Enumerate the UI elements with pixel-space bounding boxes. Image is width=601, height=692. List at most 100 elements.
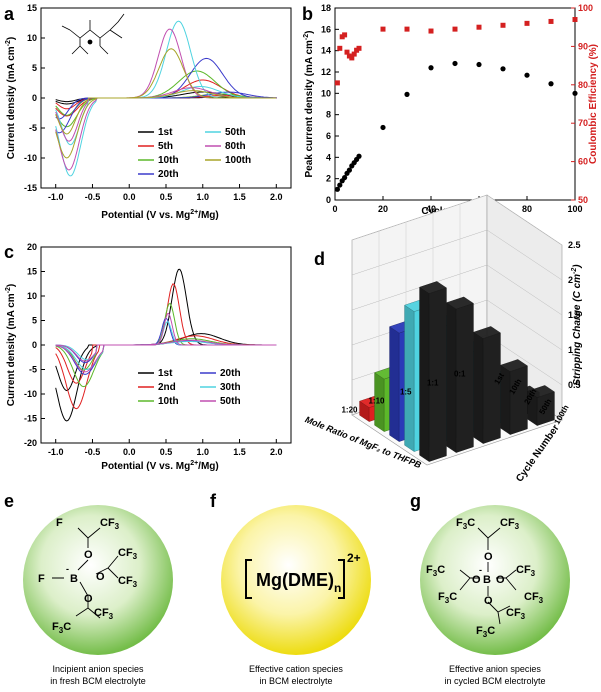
y-tick-label: 2	[326, 174, 331, 184]
y-tick-label: 6	[326, 131, 331, 141]
cv-curve-50th	[55, 312, 277, 373]
scheme-f-label: f	[210, 491, 217, 511]
panel-c-legend: 1st 2nd 10th 20th 30th 50th	[138, 368, 241, 407]
peak-current-point	[404, 91, 410, 97]
z-grid	[351, 229, 488, 276]
x-tick-label: 80	[522, 204, 532, 214]
g-o-bottom: O	[484, 595, 493, 607]
chem-o: O	[84, 549, 93, 561]
scheme-g-structure: F3C CF3 O B - O O F3C F3C CF3 CF3 O CF3 …	[426, 517, 544, 639]
y-right-tick-label: 90	[578, 41, 588, 51]
coulombic-efficiency-point	[428, 28, 434, 34]
bar-face	[419, 286, 430, 462]
g-b: B	[483, 574, 491, 586]
z-grid	[486, 194, 563, 246]
chem-o3: O	[84, 593, 93, 605]
legend-label: 20th	[158, 169, 179, 180]
y-tick-label: 15	[27, 3, 37, 13]
legend-label: 2nd	[158, 382, 176, 393]
bar-face	[473, 331, 484, 444]
peak-current-point	[346, 167, 352, 173]
legend-label: 10th	[158, 155, 179, 166]
z-tick-label: 2.5	[568, 240, 581, 250]
x-tick-label: 0.5	[160, 447, 173, 457]
panel-b-series	[334, 17, 578, 192]
panel-a-cv-plot: a -1.0 -0.5 0.0 0.5 1.0 1.5 2.0-15-10-5051015 …	[4, 3, 292, 221]
coulombic-efficiency-point	[349, 55, 355, 61]
g-o-top: O	[484, 551, 493, 563]
g-f3c-bottom: F3C	[476, 625, 495, 639]
y-tick-label: -5	[29, 123, 37, 133]
coulombic-efficiency-point	[500, 22, 506, 28]
scheme-g-sphere	[420, 505, 570, 655]
peak-current-point	[452, 60, 458, 67]
chem-f: F	[38, 573, 45, 585]
panel-d-3d-bar-chart: d 0.511.522.51:201:101:51:10:1 1st 10th20t…	[304, 194, 583, 484]
panel-c-ticks: -1.0 -0.5 0.0 0.5 1.0 1.5 2.0 -20 -15 -10 -5 0 5 10 15…	[24, 242, 283, 457]
coulombic-efficiency-point	[334, 80, 340, 86]
y-tick-label: -5	[29, 365, 37, 375]
z-grid	[351, 194, 488, 241]
y-tick-label: 14	[321, 46, 331, 56]
coulombic-efficiency-point	[380, 26, 386, 32]
x-tick-label: 1.0	[197, 447, 210, 457]
x-tick-label: 2.0	[270, 447, 283, 457]
peak-current-point	[548, 81, 554, 87]
panel-b-label: b	[302, 4, 313, 24]
scheme-f-sphere	[221, 505, 371, 655]
category-label: 0:1	[454, 370, 466, 379]
bar-face	[428, 287, 447, 462]
scheme-e: e F CF3 O CF3 CF3 F B - O O CF3 F3C Inci…	[4, 491, 173, 686]
bar-top	[419, 281, 447, 294]
panel-d-label: d	[314, 249, 325, 269]
cv-curve-100th	[55, 48, 277, 159]
x-tick-label: 1.5	[233, 447, 246, 457]
y-tick-label: 8	[326, 110, 331, 120]
peak-current-point	[334, 186, 340, 192]
legend-label: 50th	[225, 127, 246, 138]
y-tick-label: 20	[27, 242, 37, 252]
g-f3c-top: F3C	[456, 517, 475, 531]
x-tick-label: 0	[332, 204, 337, 214]
chem-minus: -	[66, 564, 69, 574]
y-tick-label: 0	[326, 195, 331, 205]
panel-a-xlabel: Potential (V vs. Mg2+/Mg)	[101, 209, 218, 221]
scheme-f-caption-2: in BCM electrolyte	[259, 676, 332, 686]
x-tick-label: -0.5	[85, 192, 101, 202]
panel-c-ylabel: Current density (mA cm-2)	[5, 284, 17, 407]
panel-a-ylabel: Current density (mA cm-2)	[5, 37, 17, 160]
peak-current-point	[572, 90, 578, 96]
coulombic-efficiency-point	[476, 24, 482, 30]
y-right-tick-label: 70	[578, 118, 588, 128]
legend-label: 30th	[220, 382, 241, 393]
scheme-g-caption-1: Effective anion species	[449, 664, 541, 674]
coulombic-efficiency-point	[356, 45, 362, 51]
panel-d-zlabel: Stripping Charge (C cm-2)	[571, 264, 583, 386]
y-tick-label: 5	[32, 316, 37, 326]
legend-label: 1st	[158, 127, 173, 138]
y-tick-label: 4	[326, 152, 331, 162]
coulombic-efficiency-point	[337, 45, 343, 51]
panel-c-cv-plot: c -1.0 -0.5 0.0 0.5 1.0 1.5 2.0 -20 -15 -10 -5 0 5 10…	[4, 242, 292, 472]
peak-current-point	[524, 72, 530, 78]
peak-current-point	[428, 65, 434, 71]
scheme-e-sphere	[23, 505, 173, 655]
legend-label: 80th	[225, 141, 246, 152]
y-tick-label: 0	[32, 93, 37, 103]
chem-b: B	[70, 573, 78, 585]
z-grid	[486, 264, 563, 316]
peak-current-point	[380, 124, 386, 131]
panel-c-series	[55, 268, 277, 422]
y-tick-label: 5	[32, 63, 37, 73]
panel-c-label: c	[4, 242, 14, 262]
z-tick-label: 2	[568, 275, 573, 285]
coulombic-efficiency-point	[404, 26, 410, 32]
panel-c-xlabel: Potential (V vs. Mg2+/Mg)	[101, 460, 218, 472]
legend-label: 1st	[158, 368, 173, 379]
z-tick-label: 1	[568, 345, 573, 355]
legend-label: 50th	[220, 396, 241, 407]
bar-top	[527, 385, 555, 398]
panel-a-inset-structure	[61, 13, 125, 55]
y-tick-label: -20	[24, 438, 37, 448]
y-tick-label: -10	[24, 153, 37, 163]
